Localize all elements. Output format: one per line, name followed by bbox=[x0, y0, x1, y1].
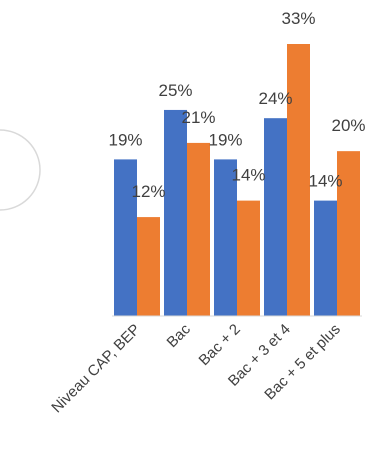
bar-series2-3 bbox=[237, 200, 260, 316]
data-label-series1-2: 25% bbox=[158, 81, 192, 100]
bar-series2-5 bbox=[337, 151, 360, 316]
bar-series1-1 bbox=[114, 159, 137, 316]
bar-series1-3 bbox=[214, 159, 237, 316]
x-tick-label-2: Bac bbox=[164, 320, 195, 351]
bar-series2-1 bbox=[137, 217, 160, 316]
data-label-series2-2: 21% bbox=[181, 108, 215, 127]
bar-series2-2 bbox=[187, 142, 210, 316]
data-label-series2-4: 33% bbox=[281, 9, 315, 28]
data-label-series2-1: 12% bbox=[131, 182, 165, 201]
data-labels-layer: 19% 12% 25% 21% 19% 14% 24% 33% 14% 20% bbox=[108, 9, 365, 201]
decorative-arc bbox=[0, 129, 41, 211]
bars-layer bbox=[114, 44, 360, 316]
bar-series1-4 bbox=[264, 118, 287, 316]
data-label-series1-4: 24% bbox=[258, 89, 292, 108]
data-label-series1-5: 14% bbox=[308, 172, 342, 191]
data-label-series1-1: 19% bbox=[108, 130, 142, 149]
data-label-series2-5: 20% bbox=[331, 116, 365, 135]
bar-series1-5 bbox=[314, 200, 337, 316]
data-label-series2-3: 14% bbox=[231, 166, 265, 185]
x-tick-label-1: Niveau CAP, BEP bbox=[48, 321, 144, 417]
bar-series2-4 bbox=[287, 44, 310, 316]
data-label-series1-3: 19% bbox=[208, 130, 242, 149]
x-tick-label-3: Bac + 2 bbox=[196, 321, 244, 369]
bar-series1-2 bbox=[164, 109, 187, 316]
